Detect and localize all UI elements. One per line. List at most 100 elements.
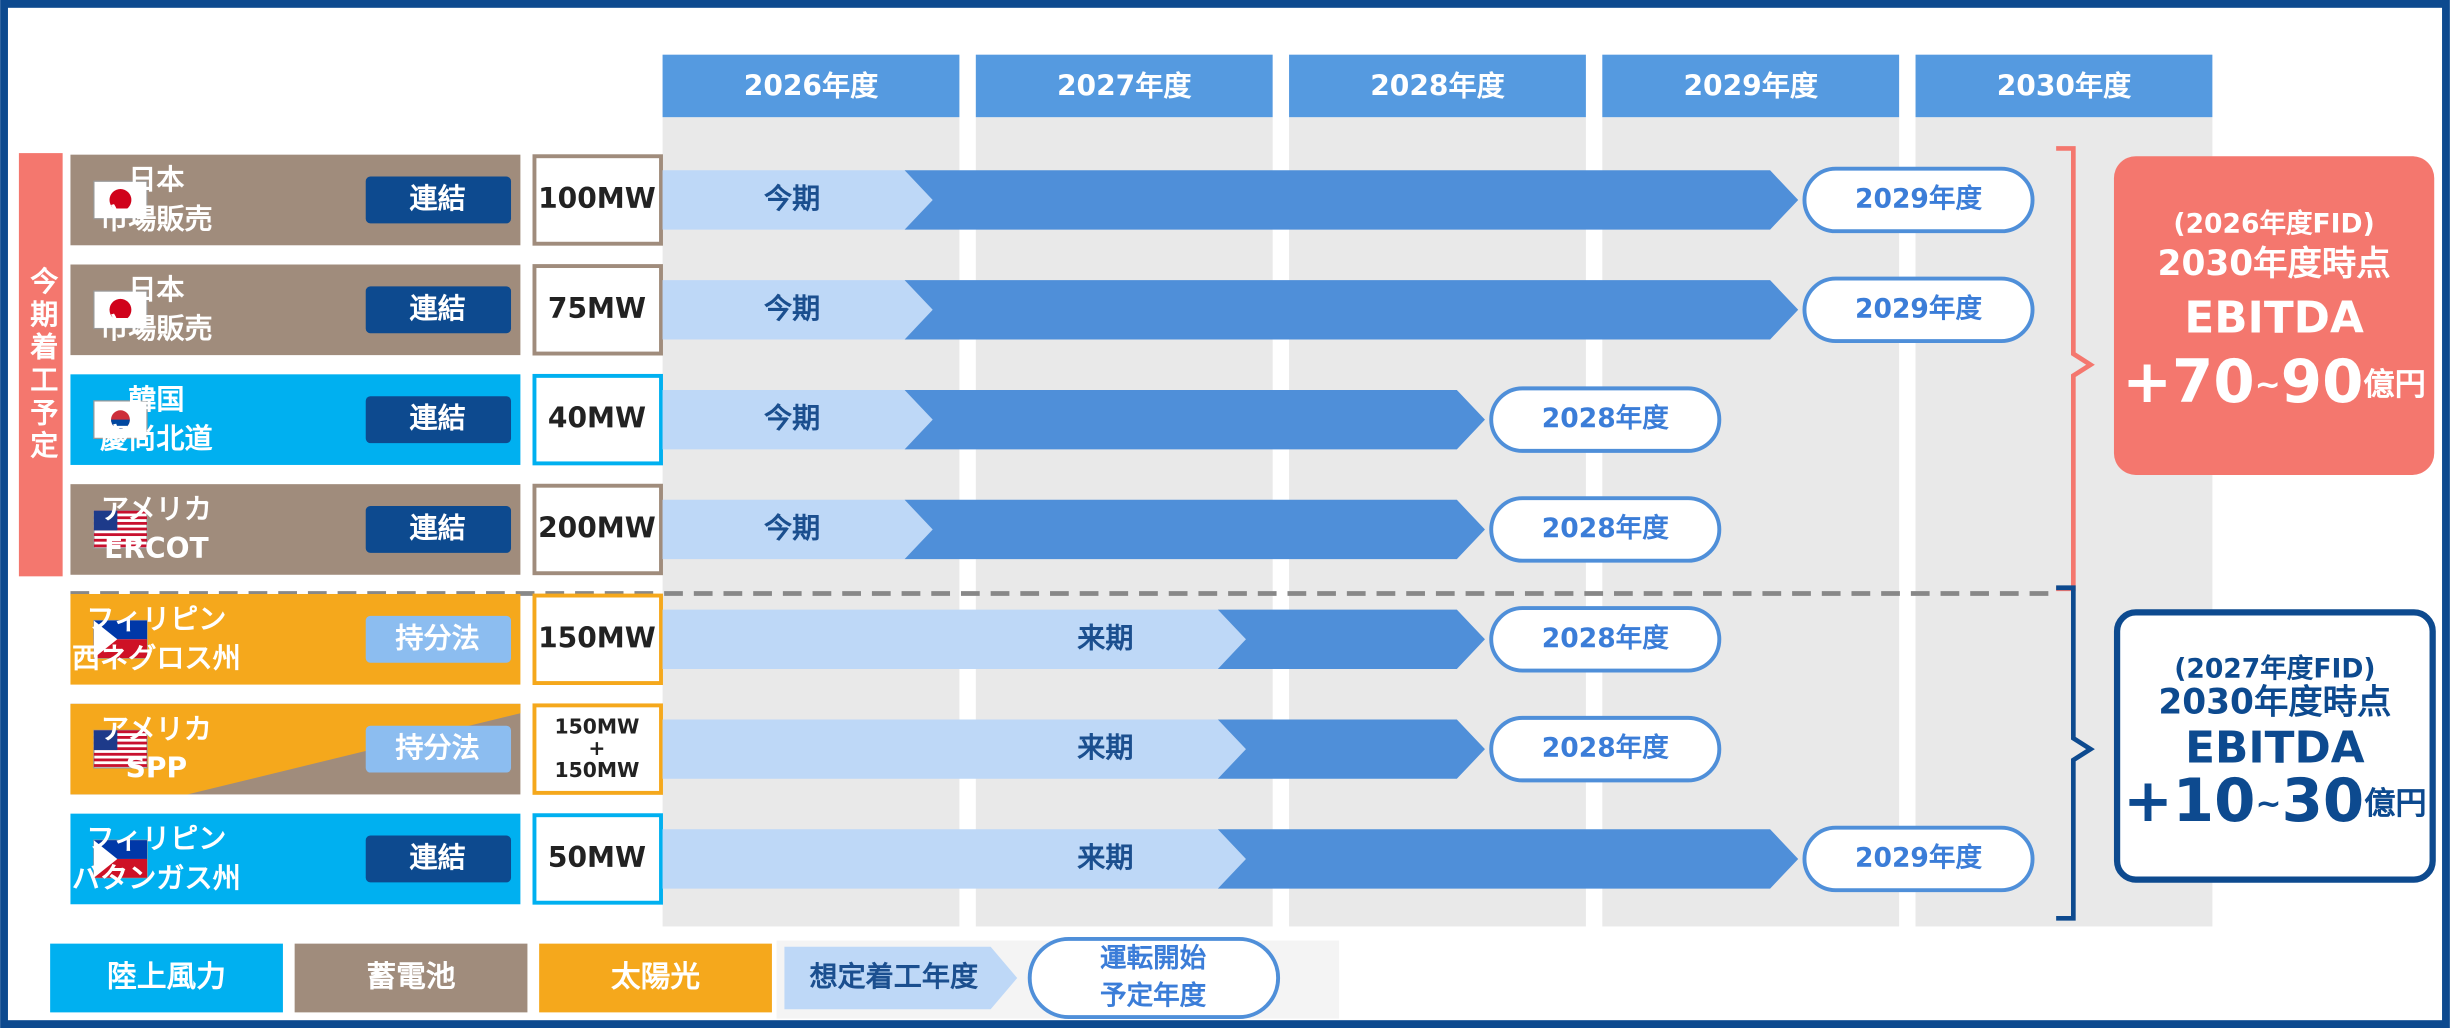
start-arrow bbox=[662, 499, 933, 560]
capacity-label: 100MW bbox=[538, 182, 656, 215]
badge-label: 連結 bbox=[409, 841, 465, 874]
flag bbox=[93, 741, 148, 745]
end-label: 2029年度 bbox=[1855, 183, 1982, 214]
capacity-box bbox=[532, 264, 663, 356]
year-label: 2027年度 bbox=[1057, 69, 1192, 102]
capacity-label: 150MW bbox=[554, 714, 639, 738]
legend-end: 予定年度 bbox=[1100, 980, 1207, 1011]
end-pill bbox=[1489, 606, 1722, 673]
range-unit: 億円 bbox=[2363, 367, 2425, 403]
end-label: 2028年度 bbox=[1542, 623, 1669, 654]
year-header bbox=[1289, 54, 1586, 118]
start-label: 来期 bbox=[1077, 621, 1133, 654]
region-label: 日本 bbox=[128, 163, 184, 196]
bracket bbox=[2056, 585, 2095, 921]
badge bbox=[365, 286, 512, 334]
legend-swatch bbox=[539, 943, 772, 1013]
range-unit: 億円 bbox=[2364, 786, 2426, 822]
range-from: +10 bbox=[2123, 766, 2255, 835]
build-arrow bbox=[1217, 609, 1485, 669]
region-label: バタンガス州 bbox=[72, 861, 241, 894]
capacity-box bbox=[532, 154, 663, 246]
capacity-label: 75MW bbox=[548, 292, 646, 325]
legend-swatch bbox=[294, 943, 528, 1013]
end-label: 2028年度 bbox=[1542, 513, 1669, 544]
badge-label: 連結 bbox=[409, 182, 465, 215]
region-label: 西ネグロス州 bbox=[72, 642, 241, 675]
start-label: 来期 bbox=[1077, 731, 1133, 764]
flag bbox=[93, 538, 148, 542]
start-arrow bbox=[662, 719, 1246, 779]
flag bbox=[109, 189, 132, 211]
badge-label: 持分法 bbox=[395, 731, 479, 764]
build-arrow bbox=[904, 389, 1485, 450]
flag bbox=[93, 527, 148, 531]
legend-label: 太陽光 bbox=[611, 959, 700, 994]
flag bbox=[111, 419, 130, 430]
flag bbox=[93, 516, 148, 520]
group-label-box bbox=[18, 153, 63, 577]
range-to: 90 bbox=[2281, 347, 2364, 416]
badge-label: 連結 bbox=[409, 292, 465, 325]
year-header bbox=[1915, 54, 2213, 118]
range-sep: ~ bbox=[2255, 367, 2281, 403]
summary-metric: EBITDA bbox=[2184, 292, 2364, 343]
region-label: ERCOT bbox=[104, 532, 209, 565]
start-arrow bbox=[662, 389, 933, 450]
summary-box bbox=[2113, 156, 2435, 475]
range-to: 30 bbox=[2282, 766, 2365, 835]
flag bbox=[93, 620, 118, 659]
capacity-box bbox=[532, 483, 663, 576]
end-pill bbox=[1802, 166, 2035, 234]
capacity-box bbox=[532, 373, 663, 466]
summary-box bbox=[2113, 609, 2436, 883]
start-arrow bbox=[662, 829, 1246, 889]
badge-label: 連結 bbox=[409, 511, 465, 544]
region-label: フィリピン bbox=[86, 822, 226, 855]
capacity-box bbox=[532, 593, 663, 685]
year-header bbox=[662, 54, 960, 118]
year-label: 2026年度 bbox=[744, 69, 879, 102]
region-label: アメリカ bbox=[101, 493, 212, 526]
flag bbox=[93, 764, 148, 767]
legend-label: 蓄電池 bbox=[367, 959, 456, 994]
start-label: 今期 bbox=[764, 292, 820, 325]
badge bbox=[365, 506, 512, 553]
summary-line: 2030年度時点 bbox=[2158, 244, 2391, 284]
build-arrow bbox=[904, 499, 1485, 560]
flag bbox=[93, 730, 118, 751]
badge bbox=[365, 615, 512, 663]
badge-label: 持分法 bbox=[395, 621, 479, 654]
capacity-box bbox=[532, 703, 663, 795]
region-label: 市場販売 bbox=[100, 202, 212, 235]
flag bbox=[93, 510, 118, 531]
end-label: 2028年度 bbox=[1542, 403, 1669, 434]
build-arrow bbox=[1217, 719, 1485, 779]
range-sep: ~ bbox=[2255, 786, 2281, 822]
flag bbox=[93, 730, 148, 734]
flag bbox=[93, 533, 148, 537]
capacity-label: + bbox=[588, 736, 605, 760]
start-label: 今期 bbox=[764, 402, 820, 435]
flag bbox=[93, 758, 148, 762]
region-label: SPP bbox=[126, 751, 187, 784]
legend-swatch bbox=[50, 943, 283, 1013]
year-header bbox=[1602, 54, 1900, 118]
capacity-box bbox=[532, 813, 663, 905]
summary-fid: (2026年度FID) bbox=[2173, 208, 2374, 239]
year-label: 2029年度 bbox=[1683, 69, 1818, 102]
region-label: 慶尚北道 bbox=[100, 422, 212, 455]
start-arrow bbox=[662, 280, 933, 340]
summary-line: 2030年度時点 bbox=[2158, 683, 2391, 723]
summary-fid: (2027年度FID) bbox=[2174, 654, 2375, 685]
flag bbox=[93, 510, 148, 514]
end-pill bbox=[1489, 496, 1722, 563]
start-arrow bbox=[662, 170, 933, 230]
capacity-label: 40MW bbox=[548, 402, 646, 435]
badge-label: 連結 bbox=[409, 402, 465, 435]
year-header bbox=[975, 54, 1273, 118]
build-arrow bbox=[904, 280, 1799, 340]
end-pill bbox=[1489, 386, 1722, 453]
